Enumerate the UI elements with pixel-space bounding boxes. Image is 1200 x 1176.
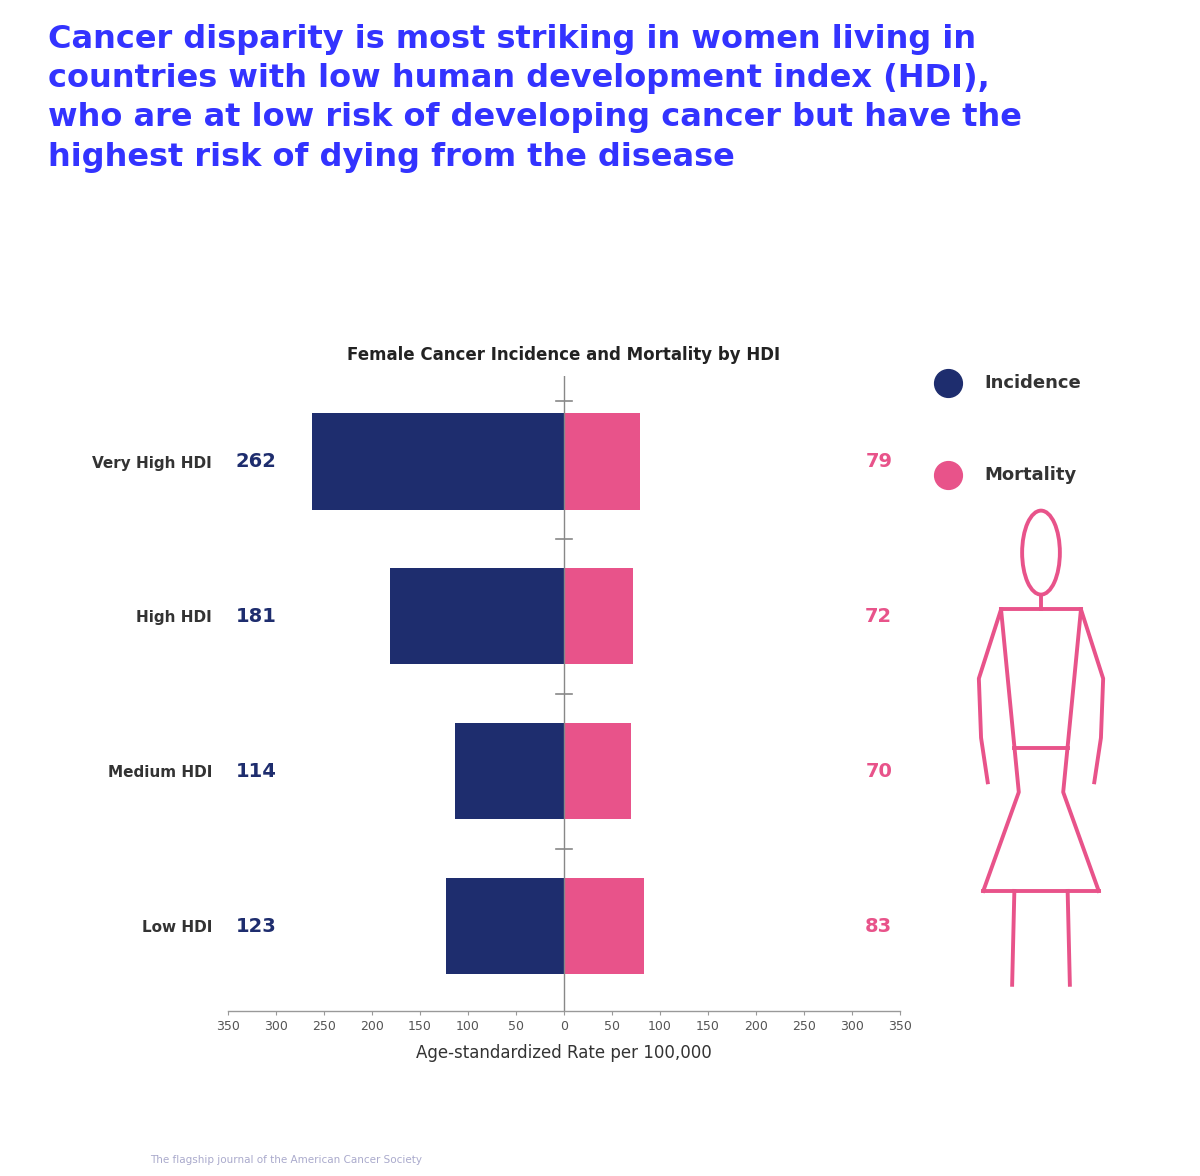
Text: Cancer: Cancer (18, 1115, 61, 1125)
Text: 70: 70 (865, 762, 893, 781)
Title: Female Cancer Incidence and Mortality by HDI: Female Cancer Incidence and Mortality by… (348, 346, 780, 363)
Text: 181: 181 (235, 607, 276, 626)
Text: for Clinicians: for Clinicians (150, 1124, 262, 1138)
Bar (312, 414, 564, 509)
Text: 83: 83 (865, 916, 893, 936)
Text: The flagship journal of the American Cancer Society: The flagship journal of the American Can… (150, 1155, 422, 1165)
Text: 123: 123 (235, 916, 276, 936)
X-axis label: Age-standardized Rate per 100,000: Age-standardized Rate per 100,000 (416, 1044, 712, 1062)
Bar (564, 414, 640, 509)
Text: Mortality: Mortality (984, 466, 1076, 485)
Bar (390, 568, 564, 664)
Text: and mortality worldwide for 36 cancers in 185 countries: and mortality worldwide for 36 cancers i… (856, 1108, 1188, 1121)
Bar (564, 723, 631, 820)
Text: CA: A Cancer Journal: CA: A Cancer Journal (150, 1093, 326, 1108)
Text: American: American (18, 1095, 77, 1105)
Bar (564, 878, 643, 974)
Bar (446, 878, 564, 974)
Text: DOI: 10.3322/caac.21834: DOI: 10.3322/caac.21834 (1038, 1158, 1188, 1171)
Text: Society®: Society® (18, 1135, 76, 1145)
Bar (564, 568, 634, 664)
Text: 262: 262 (235, 452, 276, 472)
Bar (455, 723, 564, 820)
Text: Incidence: Incidence (984, 374, 1081, 393)
Text: CA: A Cancer Journal for Clinicians, 2023 |: CA: A Cancer Journal for Clinicians, 202… (941, 1134, 1188, 1147)
Text: 114: 114 (235, 762, 276, 781)
Text: 79: 79 (865, 452, 893, 472)
Text: 72: 72 (865, 607, 893, 626)
Text: Global cancer statistics 2022: GLOBOCAN estimates of incidence: Global cancer statistics 2022: GLOBOCAN … (805, 1082, 1188, 1095)
Text: Cancer disparity is most striking in women living in
countries with low human de: Cancer disparity is most striking in wom… (48, 24, 1022, 173)
